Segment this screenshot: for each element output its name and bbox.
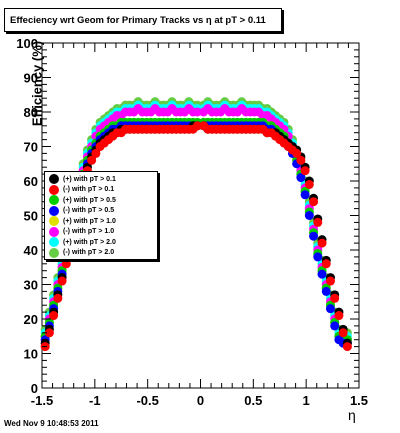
data-point	[296, 173, 306, 183]
legend-label: (+) with pT > 2.0	[63, 238, 116, 246]
data-point	[49, 311, 59, 321]
x-tick-label: 0.5	[244, 393, 262, 408]
data-point	[300, 166, 310, 176]
data-point	[325, 276, 335, 286]
data-point	[325, 304, 335, 314]
legend-marker-icon	[49, 184, 59, 195]
legend-entry: (+) with pT > 0.1	[49, 174, 157, 185]
legend-marker-icon	[49, 174, 59, 185]
legend-marker-icon	[49, 226, 59, 237]
data-point	[61, 259, 71, 269]
y-tick-label: 70	[24, 140, 38, 155]
x-tick-label: 1.5	[350, 393, 368, 408]
y-tick-label: 50	[24, 209, 38, 224]
x-tick-label: -1.5	[31, 393, 53, 408]
data-point	[330, 321, 340, 331]
chart-title: Effeciency wrt Geom for Primary Tracks v…	[4, 8, 282, 32]
data-point	[296, 155, 306, 165]
legend: (+) with pT > 0.1 (-) with pT > 0.1 (+) …	[44, 171, 158, 260]
legend-label: (+) with pT > 0.5	[63, 196, 116, 204]
data-point	[91, 148, 101, 158]
x-tick-label: -0.5	[136, 393, 158, 408]
x-axis-label: η	[348, 407, 356, 423]
data-point	[330, 293, 340, 303]
y-tick-label: 10	[24, 347, 38, 362]
data-point	[317, 269, 327, 279]
legend-entry: (-) with pT > 0.1	[49, 184, 157, 196]
data-point	[57, 276, 67, 286]
legend-entry: (+) with pT > 1.0	[49, 216, 157, 227]
y-tick-label: 80	[24, 105, 38, 120]
legend-entry: (+) with pT > 2.0	[49, 237, 157, 248]
data-point	[292, 148, 302, 158]
data-point	[44, 328, 54, 338]
legend-marker-icon	[49, 247, 59, 258]
data-point	[304, 179, 314, 189]
data-point	[342, 342, 352, 352]
data-point	[300, 190, 310, 200]
timestamp: Wed Nov 9 10:48:53 2011	[4, 419, 99, 428]
legend-label: (-) with pT > 0.1	[63, 186, 115, 194]
data-point	[313, 217, 323, 227]
legend-marker-icon	[49, 237, 59, 248]
x-tick-label: -1	[89, 393, 101, 408]
x-tick-label: 0	[197, 393, 204, 408]
series-1	[40, 121, 352, 352]
y-axis-label: Efficiency (%)	[29, 40, 45, 127]
legend-entry: (-) with pT > 1.0	[49, 226, 157, 238]
data-point	[338, 328, 348, 338]
data-point	[192, 121, 202, 131]
y-tick-label: 20	[24, 312, 38, 327]
data-point	[317, 238, 327, 248]
data-point	[53, 293, 63, 303]
data-point	[334, 311, 344, 321]
legend-entry: (-) with pT > 0.5	[49, 205, 157, 217]
legend-label: (+) with pT > 0.1	[63, 175, 116, 183]
data-point	[321, 286, 331, 296]
y-tick-label: 60	[24, 174, 38, 189]
y-tick-label: 100	[16, 36, 38, 51]
legend-entry: (+) with pT > 0.5	[49, 195, 157, 206]
x-tick-label: 1	[303, 393, 310, 408]
legend-label: (-) with pT > 2.0	[63, 249, 115, 257]
data-point	[313, 252, 323, 262]
legend-entry: (-) with pT > 2.0	[49, 247, 157, 259]
y-tick-label: 0	[31, 381, 38, 396]
data-point	[87, 155, 97, 165]
legend-label: (-) with pT > 1.0	[63, 228, 115, 236]
legend-marker-icon	[49, 195, 59, 206]
data-point	[309, 231, 319, 241]
data-point	[321, 259, 331, 269]
y-tick-label: 40	[24, 243, 38, 258]
data-point	[192, 107, 202, 117]
legend-label: (+) with pT > 1.0	[63, 217, 116, 225]
legend-label: (-) with pT > 0.5	[63, 207, 115, 215]
legend-marker-icon	[49, 205, 59, 216]
y-tick-label: 90	[24, 71, 38, 86]
data-point	[309, 197, 319, 207]
data-point	[304, 211, 314, 220]
legend-marker-icon	[49, 216, 59, 227]
y-tick-label: 30	[24, 278, 38, 293]
